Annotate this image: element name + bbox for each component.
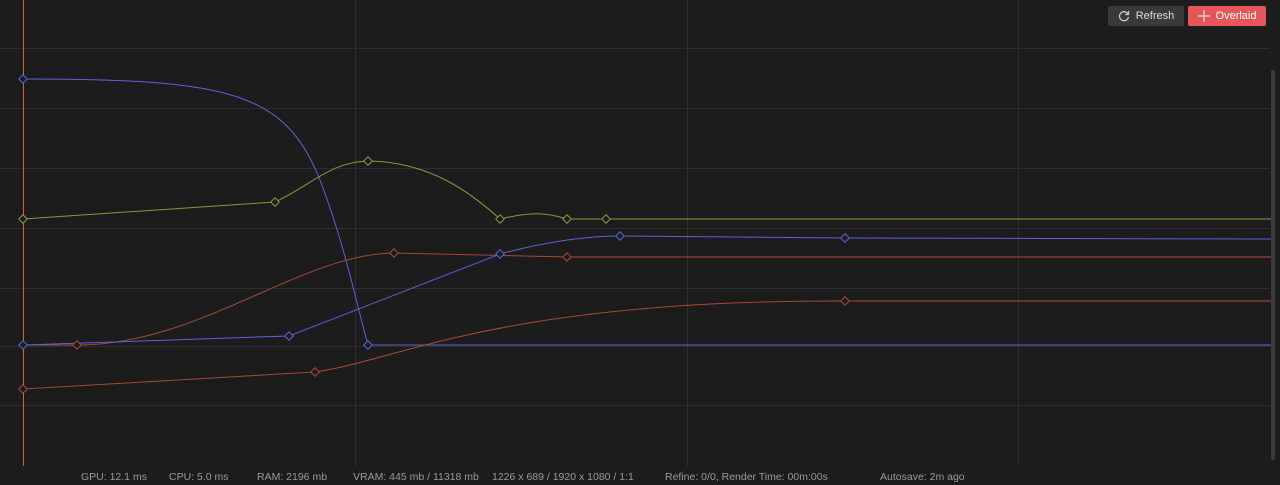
keyframe[interactable] xyxy=(363,340,373,350)
keyframe[interactable] xyxy=(495,214,505,224)
keyframe[interactable] xyxy=(601,214,611,224)
keyframe[interactable] xyxy=(18,74,28,84)
keyframe[interactable] xyxy=(284,331,294,341)
button-label: Refresh xyxy=(1135,10,1175,22)
keyframe[interactable] xyxy=(495,249,505,259)
keyframe[interactable] xyxy=(562,214,572,224)
curve xyxy=(22,300,1272,390)
status-item: Refine: 0/0, Render Time: 00m:00s xyxy=(665,471,828,483)
grid xyxy=(0,0,1270,466)
overlaid-icon xyxy=(1197,10,1210,22)
status-item: RAM: 2196 mb xyxy=(257,471,328,483)
keyframe[interactable] xyxy=(18,214,28,224)
status-item: Autosave: 2m ago xyxy=(880,471,965,483)
keyframes xyxy=(18,74,850,394)
keyframe[interactable] xyxy=(18,384,28,394)
keyframe[interactable] xyxy=(363,156,373,166)
keyframe[interactable] xyxy=(562,252,572,262)
status-item: 1226 x 689 / 1920 x 1080 / 1:1 xyxy=(492,471,634,483)
overlaid-button[interactable]: Overlaid xyxy=(1188,6,1266,26)
keyframe[interactable] xyxy=(389,248,399,258)
status-item: GPU: 12.1 ms xyxy=(81,471,147,483)
scrollbar[interactable] xyxy=(1271,70,1275,460)
keyframe[interactable] xyxy=(310,367,320,377)
keyframe[interactable] xyxy=(840,233,850,243)
curve xyxy=(22,78,1272,346)
keyframe[interactable] xyxy=(270,197,280,207)
refresh-button[interactable]: Refresh xyxy=(1108,6,1184,26)
status-item: VRAM: 445 mb / 11318 mb xyxy=(353,471,479,483)
keyframe[interactable] xyxy=(18,340,28,350)
curves xyxy=(22,78,1273,390)
curve xyxy=(22,235,1273,346)
keyframe[interactable] xyxy=(840,296,850,306)
refresh-icon xyxy=(1118,11,1129,22)
curve xyxy=(22,160,1272,220)
status-item: CPU: 5.0 ms xyxy=(169,471,229,483)
keyframe[interactable] xyxy=(72,340,82,350)
keyframe[interactable] xyxy=(615,231,625,241)
button-label: Overlaid xyxy=(1215,10,1257,22)
curve xyxy=(23,252,1272,346)
